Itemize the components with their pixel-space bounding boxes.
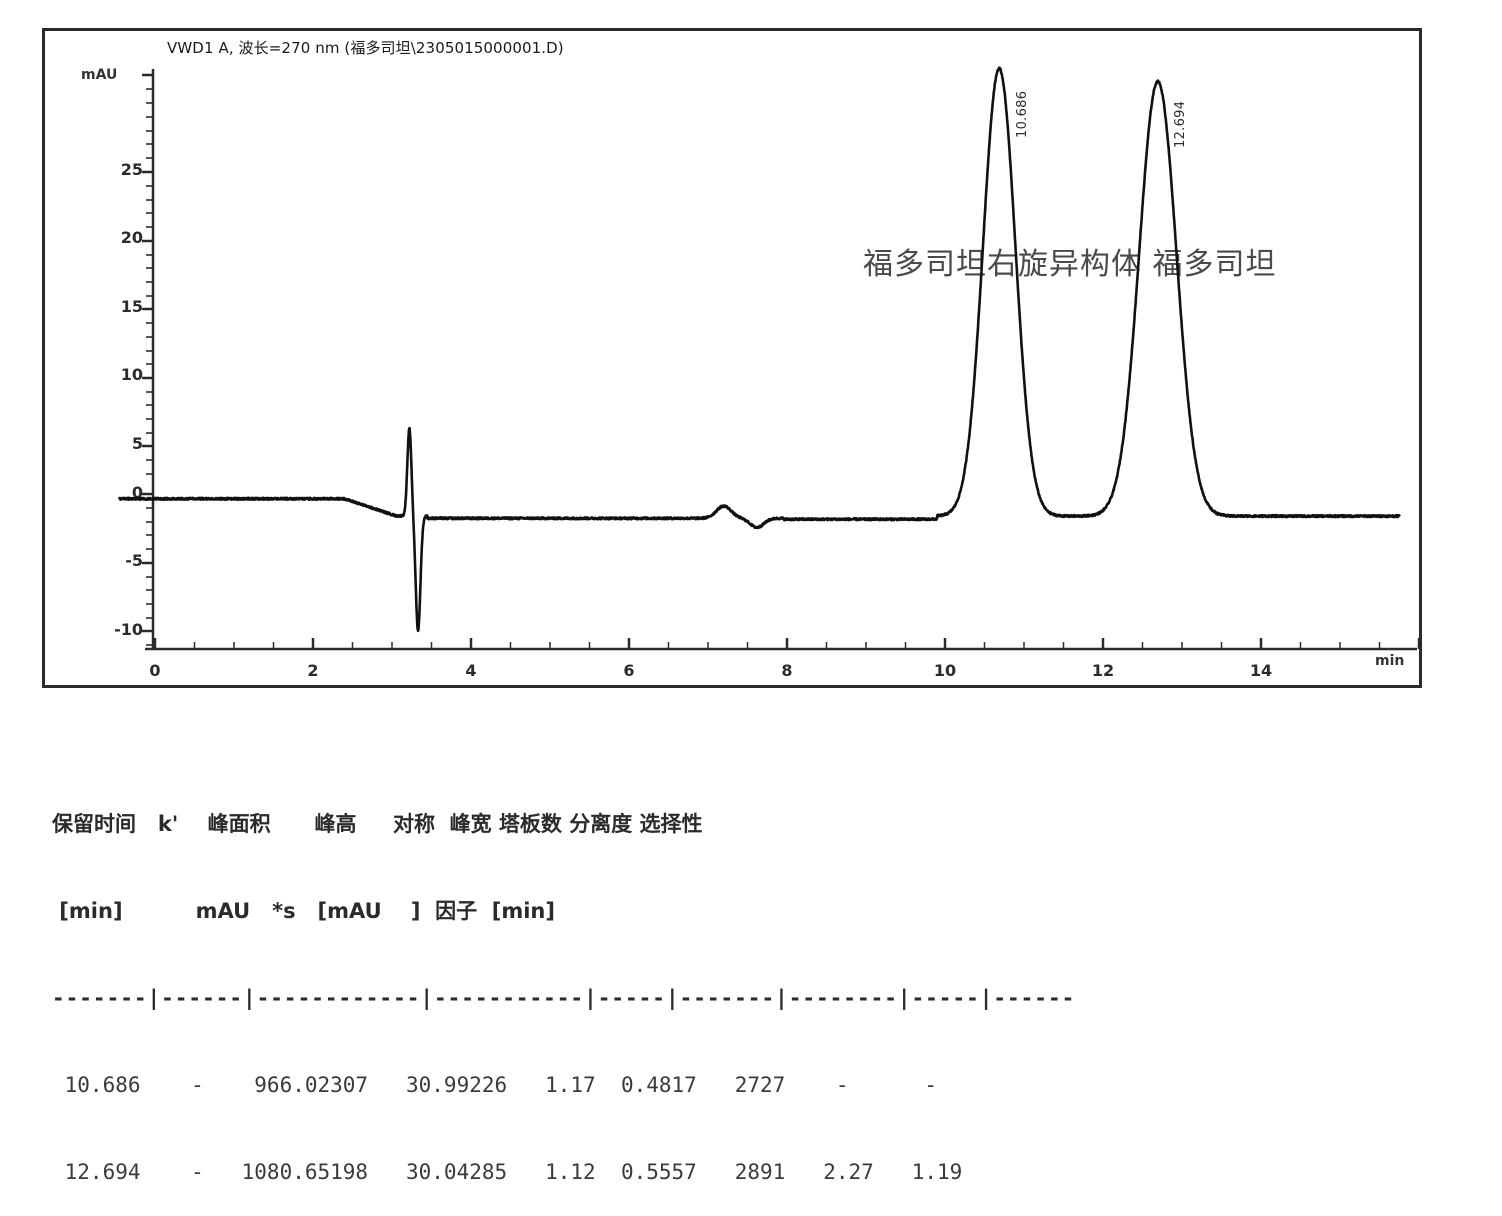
x-tick-label-14: 14 xyxy=(1249,661,1273,680)
y-tick-label-10: 10 xyxy=(120,365,143,384)
y-tick-label-0: 0 xyxy=(131,483,143,502)
y-tick-label-minus-10: -10 xyxy=(114,620,143,639)
y-axis-unit-label: mAU xyxy=(81,67,118,83)
table-row: 12.694 - 1080.65198 30.04285 1.12 0.5557… xyxy=(52,1159,963,1184)
x-minor-ticks xyxy=(193,642,1381,649)
x-tick-label-2: 2 xyxy=(307,661,319,680)
x-tick-label-4: 4 xyxy=(465,661,477,680)
x-tick-label-10: 10 xyxy=(933,661,957,680)
y-tick-label-5: 5 xyxy=(131,434,143,453)
report-header-line-2: [min] mAU *s [mAU ] 因子 [min] xyxy=(52,898,555,923)
x-tick-label-8: 8 xyxy=(781,661,793,680)
peak-results-report: 保留时间 k' 峰面积 峰高 对称 峰宽 塔板数 分离度 选择性 [min] m… xyxy=(52,752,1452,1216)
x-axis-unit-label: min xyxy=(1375,653,1405,669)
compound-annotation: 福多司坦右旋异构体 福多司坦 xyxy=(863,247,1277,282)
x-tick-label-6: 6 xyxy=(623,661,635,680)
x-major-ticks xyxy=(153,638,1421,649)
y-tick-label-25: 25 xyxy=(120,160,143,179)
report-separator: -------|------|------------|-----------|… xyxy=(52,985,1076,1010)
chromatogram-trace xyxy=(118,66,1401,633)
plot-area: mAU min 25 20 15 10 5 0 -5 -10 0 2 4 6 8… xyxy=(45,31,1425,691)
x-tick-label-12: 12 xyxy=(1091,661,1115,680)
y-tick-label-20: 20 xyxy=(120,228,143,247)
y-tick-label-15: 15 xyxy=(120,297,143,316)
y-major-ticks xyxy=(142,73,153,633)
report-header-line-1: 保留时间 k' 峰面积 峰高 对称 峰宽 塔板数 分离度 选择性 xyxy=(52,811,703,836)
y-tick-label-minus-5: -5 xyxy=(125,551,143,570)
x-tick-label-0: 0 xyxy=(149,661,161,680)
y-minor-ticks xyxy=(146,88,153,646)
chromatogram-panel: VWD1 A, 波长=270 nm (福多司坦\2305015000001.D)… xyxy=(42,28,1422,688)
chromatogram-svg xyxy=(118,66,1421,651)
table-row: 10.686 - 966.02307 30.99226 1.17 0.4817 … xyxy=(52,1072,938,1097)
chromatogram-title: VWD1 A, 波长=270 nm (福多司坦\2305015000001.D) xyxy=(167,39,564,57)
